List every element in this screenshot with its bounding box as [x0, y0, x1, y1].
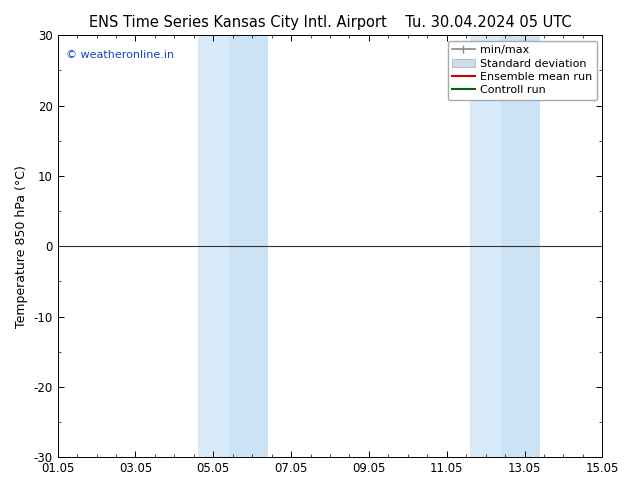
Text: © weatheronline.in: © weatheronline.in [66, 50, 174, 60]
Legend: min/max, Standard deviation, Ensemble mean run, Controll run: min/max, Standard deviation, Ensemble me… [448, 41, 597, 100]
Y-axis label: Temperature 850 hPa (°C): Temperature 850 hPa (°C) [15, 165, 28, 328]
Bar [229, 35, 268, 457]
Bar [501, 35, 540, 457]
Bar [470, 35, 501, 457]
Title: ENS Time Series Kansas City Intl. Airport    Tu. 30.04.2024 05 UTC: ENS Time Series Kansas City Intl. Airpor… [89, 15, 571, 30]
Bar [198, 35, 229, 457]
